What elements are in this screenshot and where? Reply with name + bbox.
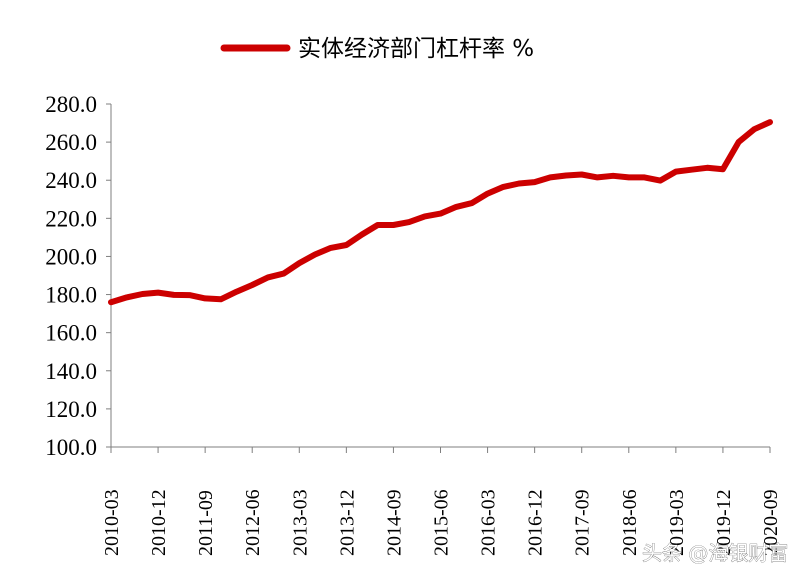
legend: 实体经济部门杠杆率 % — [220, 36, 534, 62]
y-tick-label: 280.0 — [45, 92, 97, 117]
x-tick-label: 2014-09 — [383, 489, 405, 556]
x-tick-label: 2017-09 — [572, 489, 594, 556]
legend-label: 实体经济部门杠杆率 % — [298, 36, 534, 62]
x-tick-label: 2019-12 — [713, 489, 735, 556]
series-line — [108, 119, 773, 306]
x-tick-label: 2013-12 — [336, 489, 358, 556]
y-tick-label: 180.0 — [45, 283, 97, 308]
y-tick-label: 100.0 — [45, 435, 97, 460]
x-tick-label: 2016-12 — [525, 489, 547, 556]
y-tick-label: 220.0 — [45, 206, 97, 231]
x-tick-label: 2013-03 — [289, 489, 311, 556]
watermark-text: 头条 @海银财富 — [642, 541, 788, 565]
y-tick-label: 260.0 — [45, 130, 97, 155]
y-tick-label: 160.0 — [45, 321, 97, 346]
y-tick-label: 120.0 — [45, 397, 97, 422]
x-tick-label: 2018-06 — [619, 489, 641, 556]
y-tick-label: 140.0 — [45, 359, 97, 384]
x-tick-label: 2015-06 — [431, 489, 453, 556]
y-tick-label: 240.0 — [45, 168, 97, 193]
x-axis: 2010-03 2010-12 2011-09 2012-06 2013-03 2013-… — [101, 446, 782, 556]
y-tick-label: 200.0 — [45, 244, 97, 269]
series-layer — [108, 119, 773, 306]
x-tick-label: 2010-12 — [148, 489, 170, 556]
x-tick-label: 2011-09 — [195, 490, 217, 556]
y-axis: 280.0 260.0 240.0 220.0 200.0 180.0 160.0 140.0… — [45, 92, 112, 460]
x-tick-label: 2010-03 — [101, 489, 123, 556]
x-tick-label: 2012-06 — [242, 489, 264, 556]
x-tick-label: 2016-03 — [478, 489, 500, 556]
x-tick-label: 2020-09 — [760, 489, 782, 556]
x-tick-label: 2019-03 — [666, 489, 688, 556]
